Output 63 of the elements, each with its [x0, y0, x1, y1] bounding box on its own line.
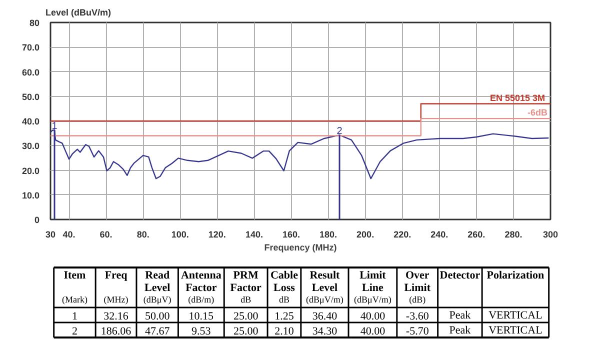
x-tick-label: 160.	[282, 230, 300, 240]
series-label: -6dB	[528, 108, 548, 118]
text: 34.30	[312, 326, 338, 338]
text: 25.00	[233, 310, 258, 322]
category-label: Detector	[440, 270, 480, 282]
x-tick-label: 40.	[62, 230, 76, 240]
x-tick-label: 260.	[468, 230, 486, 240]
x-tick-label: 80.	[136, 230, 150, 240]
text: 47.67	[144, 326, 170, 338]
category-label: Antenna Factor (dB/m)	[180, 270, 222, 304]
x-axis-title: Frequency (MHz)	[264, 242, 337, 252]
x-tick-label: 180.	[320, 230, 338, 240]
text: 2	[72, 326, 78, 338]
category-label: PRM Factor dB	[230, 270, 262, 304]
text: 9.53	[192, 326, 211, 338]
y-tick-label: 50.0	[22, 92, 40, 102]
text: VERTICAL	[488, 310, 542, 322]
x-tick-label: 30	[45, 230, 56, 240]
category-label: Read Level (dBμV)	[143, 270, 172, 304]
y-tick-label: 0	[34, 215, 40, 225]
category-label: Over Limit (dB)	[404, 270, 431, 304]
text: 1	[72, 310, 78, 322]
text: VERTICAL	[488, 324, 542, 336]
text: 10.15	[188, 310, 214, 322]
x-tick-label: 200.	[356, 230, 374, 240]
text: 186.06	[100, 326, 132, 338]
text: 50.00	[144, 310, 170, 322]
category-label: Polarization	[486, 270, 544, 282]
x-tick-label: 300	[542, 230, 558, 240]
x-tick-label: 240.	[430, 230, 448, 240]
x-tick-label: 220.	[394, 230, 412, 240]
y-axis-title: Level (dBuV/m)	[46, 8, 112, 18]
x-tick-label: 100.	[171, 230, 189, 240]
series-label: EN 55015 3M	[490, 92, 546, 103]
text: 25.00	[233, 326, 258, 338]
category-label: Limit Line (dBμV/m)	[354, 270, 392, 304]
annotation: 1	[52, 120, 58, 132]
y-tick-label: 70.0	[22, 42, 40, 53]
y-tick-label: 80	[29, 18, 40, 28]
text: 36.40	[312, 310, 338, 322]
x-tick-label: 120.	[208, 230, 226, 240]
category-label: Item (Mark)	[62, 270, 88, 304]
text: 2.10	[274, 326, 294, 338]
y-tick-label: 40.0	[22, 116, 40, 126]
text: -5.70	[406, 326, 429, 338]
x-tick-label: 140.	[245, 230, 263, 240]
x-tick-label: 280.	[504, 230, 522, 240]
text: Peak	[449, 324, 471, 336]
y-tick-label: 20.0	[22, 166, 40, 176]
y-tick-label: 10.0	[22, 190, 40, 200]
text: 32.16	[104, 310, 128, 322]
y-tick-label: 60.0	[22, 67, 40, 78]
text: -3.60	[406, 310, 429, 322]
text: 1.25	[274, 310, 294, 322]
category-label: Result Level (dBμV/m)	[306, 270, 344, 304]
x-tick-label: 60.	[100, 230, 112, 240]
category-label: Freq (MHz)	[104, 270, 128, 304]
annotation: 2	[336, 126, 343, 138]
text: 40.00	[360, 326, 386, 338]
category-label: Cable Loss dB	[270, 270, 298, 304]
text: 40.00	[360, 310, 386, 322]
text: Peak	[449, 310, 471, 322]
y-tick-label: 30.0	[22, 141, 40, 152]
